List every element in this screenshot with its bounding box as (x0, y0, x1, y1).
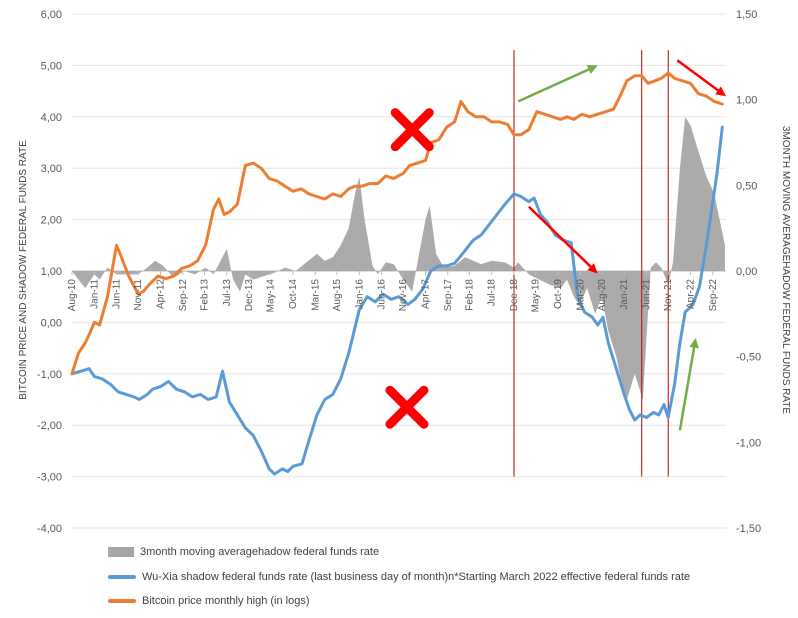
legend-label-shadow-rate: Wu-Xia shadow federal funds rate (last b… (142, 571, 691, 583)
line-series (70, 71, 724, 476)
legend-swatch-area (108, 547, 134, 557)
line-bitcoin (70, 71, 724, 376)
x-tick-label: Sep-22 (708, 279, 719, 312)
x-tick-label: Oct-14 (288, 279, 299, 309)
legend-swatch-shadow-rate (108, 575, 136, 579)
line-shadow-rate (70, 125, 724, 476)
red-cross-mark (390, 108, 434, 152)
y-left-tick-label: -4,00 (37, 523, 62, 535)
x-tick-label: Dec-13 (244, 279, 255, 312)
x-tick-label: Jan-11 (89, 279, 100, 309)
x-tick-label: Jan-21 (619, 279, 630, 310)
x-tick-label: Aug-20 (597, 279, 608, 312)
legend-swatch-bitcoin (108, 599, 136, 603)
annotations (385, 59, 726, 431)
y-left-tick-label: 6,00 (41, 9, 62, 21)
legend-item-area: 3month moving averagehadow federal funds… (108, 546, 379, 558)
x-tick-label: Sep-12 (178, 279, 189, 312)
x-tick-label: Oct-19 (553, 279, 564, 309)
legend-label-bitcoin: Bitcoin price monthly high (in logs) (142, 595, 310, 607)
x-tick-label: Feb-18 (464, 279, 475, 311)
legend-item-shadow-rate: Wu-Xia shadow federal funds rate (last b… (108, 571, 690, 583)
x-tick-label: May-14 (266, 279, 277, 313)
x-tick-label: Jun-16 (377, 279, 388, 310)
arrow-shaft (517, 67, 591, 103)
x-tick-label: Nov-16 (398, 279, 409, 312)
y-axis-right-title: 3MONTH MOVING AVERAGEHADOW FEDERAL FUNDS… (780, 126, 791, 415)
red-arrow (527, 205, 598, 274)
x-tick-label: Jul-18 (487, 279, 498, 307)
y-left-tick-label: -2,00 (37, 420, 62, 432)
x-tick-label: Mar-15 (310, 279, 321, 311)
red-arrow (676, 59, 726, 97)
x-tick-label: Jun-21 (642, 279, 653, 310)
x-axis-ticks: Aug-10 Jan-11 Jun-11 Nov-11 Apr-12 Sep-12 Feb-… (67, 271, 719, 312)
y-right-tick-label: 1,00 (736, 95, 757, 107)
x-tick-label: Mar-20 (575, 279, 586, 311)
x-tick-label: Feb-13 (199, 279, 210, 311)
x-tick-label: Apr-12 (156, 279, 167, 309)
y-left-tick-label: 1,00 (41, 266, 62, 278)
legend-label-area: 3month moving averagehadow federal funds… (140, 546, 380, 558)
y-left-tick-label: 2,00 (41, 215, 62, 227)
y-left-tick-label: 4,00 (41, 112, 62, 124)
y-right-tick-label: -1,00 (736, 437, 761, 449)
cross-stroke (385, 385, 429, 429)
x-tick-label: Apr-22 (685, 279, 696, 309)
y-right-tick-label: 0,50 (736, 180, 757, 192)
x-tick-label: May-19 (531, 279, 542, 313)
x-tick-label: Aug-10 (67, 279, 78, 312)
legend-item-bitcoin: Bitcoin price monthly high (in logs) (108, 595, 310, 607)
arrow-head (689, 337, 699, 349)
y-left-tick-label: -3,00 (37, 472, 62, 484)
arrow-head (715, 86, 726, 97)
x-tick-label: Jun-11 (112, 279, 123, 309)
y-axis-left-ticks: -4,00 -3,00 -2,00 -1,00 0,00 1,00 2,00 3,00 4,00… (37, 9, 62, 535)
y-right-tick-label: -0,50 (736, 352, 761, 364)
y-right-tick-label: 1,50 (736, 9, 757, 21)
vertical-markers (513, 49, 669, 477)
y-right-tick-label: 0,00 (736, 266, 757, 278)
y-left-tick-label: -1,00 (37, 369, 62, 381)
y-left-tick-label: 5,00 (41, 60, 62, 72)
y-right-tick-label: -1,50 (736, 523, 761, 535)
x-tick-label: Jan-16 (354, 279, 365, 310)
arrow-shaft (527, 205, 593, 269)
x-tick-label: Aug-15 (332, 279, 343, 312)
x-tick-label: Apr-17 (420, 279, 431, 309)
x-tick-label: Jul-13 (222, 279, 233, 307)
area-series (72, 116, 725, 400)
y-axis-left-title: BITCOIN PRICE AND SHADOW FEDERAL FUNDS R… (18, 140, 29, 400)
x-tick-label: Sep-17 (443, 279, 454, 312)
x-tick-label: Nov-11 (133, 279, 144, 311)
y-axis-right-ticks: -1,50 -1,00 -0,50 0,00 0,50 1,00 1,50 (736, 9, 761, 535)
cross-stroke (390, 108, 434, 152)
y-left-tick-label: 3,00 (41, 163, 62, 175)
red-cross-mark (385, 385, 429, 429)
y-left-tick-label: 0,00 (41, 317, 62, 329)
arrow-head (587, 263, 598, 274)
x-tick-label: Dec-18 (509, 279, 520, 312)
x-tick-label: Nov-21 (663, 279, 674, 312)
arrow-head (586, 65, 598, 74)
arrow-shaft (678, 346, 696, 431)
green-arrow (678, 337, 699, 431)
arrow-shaft (676, 59, 720, 93)
area-moving-average (72, 116, 725, 400)
green-arrow (517, 65, 598, 103)
